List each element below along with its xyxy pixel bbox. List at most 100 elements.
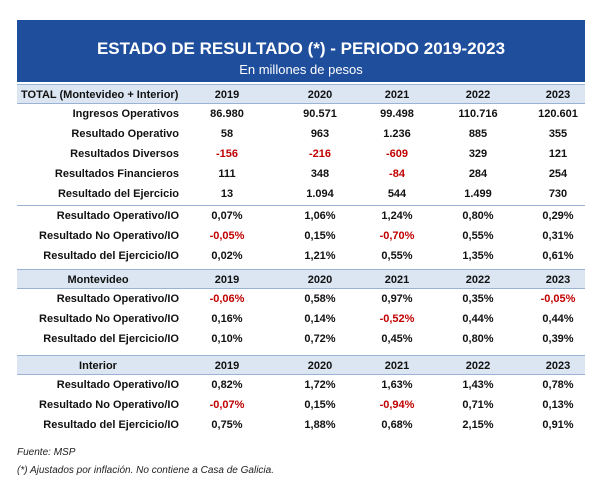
total-section-title: TOTAL (Montevideo + Interior) — [21, 89, 179, 101]
table-cell: 0,82% — [211, 379, 243, 391]
table-cell: 1,35% — [462, 250, 494, 262]
table-cell: 348 — [310, 168, 330, 180]
table-cell: 0,91% — [542, 419, 574, 431]
row-label: Ingresos Operativos — [72, 108, 179, 120]
table-row: Resultado del Ejercicio/IO 0,75% 1,88% 0… — [17, 415, 585, 435]
table-cell: 355 — [548, 128, 568, 140]
table-cell: -156 — [215, 148, 239, 160]
table-cell: 0,29% — [542, 210, 574, 222]
table-cell: -609 — [385, 148, 409, 160]
table-cell: 0,72% — [304, 333, 336, 345]
table-cell: 254 — [548, 168, 568, 180]
table-cell: 0,10% — [211, 333, 243, 345]
table-cell: 0,97% — [381, 293, 413, 305]
table-cell: 1,24% — [381, 210, 413, 222]
table-row: Resultado No Operativo/IO 0,16% 0,14% -0… — [17, 309, 585, 329]
source-note: Fuente: MSP — [17, 447, 76, 458]
year-header: 2021 — [384, 360, 410, 372]
montevideo-section-title: Montevideo — [67, 274, 129, 286]
table-cell: 0,07% — [211, 210, 243, 222]
table-cell: 0,16% — [211, 313, 243, 325]
table-row: Resultado del Ejercicio/IO 0,02% 1,21% 0… — [17, 246, 585, 266]
table-cell: 0,80% — [462, 210, 494, 222]
table-cell: 2,15% — [462, 419, 494, 431]
table-cell: 730 — [548, 188, 568, 200]
table-cell: 1.236 — [383, 128, 411, 140]
table-cell: -0,70% — [379, 230, 415, 242]
table-row: Resultado Operativo 58 963 1.236 885 355 — [17, 124, 585, 144]
year-header: 2022 — [465, 360, 491, 372]
table-cell: 13 — [220, 188, 234, 200]
table-cell: 0,61% — [542, 250, 574, 262]
year-header: 2020 — [307, 274, 333, 286]
table-row: Resultado Operativo/IO -0,06% 0,58% 0,97… — [17, 289, 585, 309]
table-cell: 0,31% — [542, 230, 574, 242]
table-cell: 1,06% — [304, 210, 336, 222]
table-row: Resultado del Ejercicio 13 1.094 544 1.4… — [17, 184, 585, 204]
table-cell: 0,14% — [304, 313, 336, 325]
table-row: Resultado Operativo/IO 0,82% 1,72% 1,63%… — [17, 375, 585, 395]
row-label: Resultado Operativo/IO — [56, 379, 179, 391]
table-cell: 0,58% — [304, 293, 336, 305]
row-label: Resultado del Ejercicio — [57, 188, 179, 200]
table-cell: -84 — [389, 168, 405, 180]
table-cell: 0,68% — [381, 419, 413, 431]
montevideo-section-header: Montevideo 2019 2020 2021 2022 2023 — [17, 269, 585, 289]
year-header: 2023 — [545, 274, 571, 286]
table-cell: 58 — [220, 128, 234, 140]
table-cell: 0,44% — [542, 313, 574, 325]
table-cell: 1,21% — [304, 250, 336, 262]
year-header: 2023 — [545, 360, 571, 372]
interior-section-title: Interior — [79, 360, 117, 372]
table-cell: 1,63% — [381, 379, 413, 391]
year-header: 2021 — [384, 89, 410, 101]
table-cell: 0,35% — [462, 293, 494, 305]
table-row: Resultado No Operativo/IO -0,07% 0,15% -… — [17, 395, 585, 415]
table-cell: 120.601 — [538, 108, 578, 120]
table-cell: 121 — [548, 148, 568, 160]
year-header: 2023 — [545, 89, 571, 101]
table-cell: 0,02% — [211, 250, 243, 262]
table-cell: 0,75% — [211, 419, 243, 431]
table-cell: 86.980 — [210, 108, 244, 120]
row-label: Resultado Operativo/IO — [56, 210, 179, 222]
table-cell: 0,55% — [462, 230, 494, 242]
year-header: 2020 — [307, 360, 333, 372]
table-cell: -0,05% — [540, 293, 576, 305]
table-cell: 0,39% — [542, 333, 574, 345]
table-cell: 1,88% — [304, 419, 336, 431]
row-label: Resultado Operativo — [71, 128, 179, 140]
year-header: 2019 — [214, 360, 240, 372]
year-header: 2021 — [384, 274, 410, 286]
table-cell: 0,80% — [462, 333, 494, 345]
total-section-header: TOTAL (Montevideo + Interior) 2019 2020 … — [17, 84, 585, 104]
year-header: 2022 — [465, 89, 491, 101]
row-label: Resultados Financieros — [54, 168, 179, 180]
row-label: Resultados Diversos — [70, 148, 179, 160]
table-cell: -0,52% — [379, 313, 415, 325]
table-row: Resultado del Ejercicio/IO 0,10% 0,72% 0… — [17, 329, 585, 349]
row-label: Resultado No Operativo/IO — [39, 230, 179, 242]
table-row: Resultados Financieros 111 348 -84 284 2… — [17, 164, 585, 184]
table-cell: 329 — [468, 148, 488, 160]
row-label: Resultado No Operativo/IO — [39, 399, 179, 411]
table-cell: 99.498 — [380, 108, 414, 120]
table-cell: 90.571 — [303, 108, 337, 120]
table-cell: 0,71% — [462, 399, 494, 411]
table-cell: -0,05% — [209, 230, 245, 242]
divider — [17, 205, 585, 206]
table-cell: -0,06% — [209, 293, 245, 305]
table-cell: 1.094 — [306, 188, 334, 200]
table-cell: 1.499 — [464, 188, 492, 200]
table-row: Resultado Operativo/IO 0,07% 1,06% 1,24%… — [17, 206, 585, 226]
year-header: 2019 — [214, 274, 240, 286]
row-label: Resultado del Ejercicio/IO — [43, 250, 179, 262]
report-title-banner: ESTADO DE RESULTADO (*) - PERIODO 2019-2… — [17, 20, 585, 82]
table-cell: 0,15% — [304, 230, 336, 242]
table-cell: 0,78% — [542, 379, 574, 391]
table-cell: 111 — [218, 168, 236, 180]
year-header: 2019 — [214, 89, 240, 101]
table-cell: -0,07% — [209, 399, 245, 411]
table-cell: 1,72% — [304, 379, 336, 391]
row-label: Resultado Operativo/IO — [56, 293, 179, 305]
